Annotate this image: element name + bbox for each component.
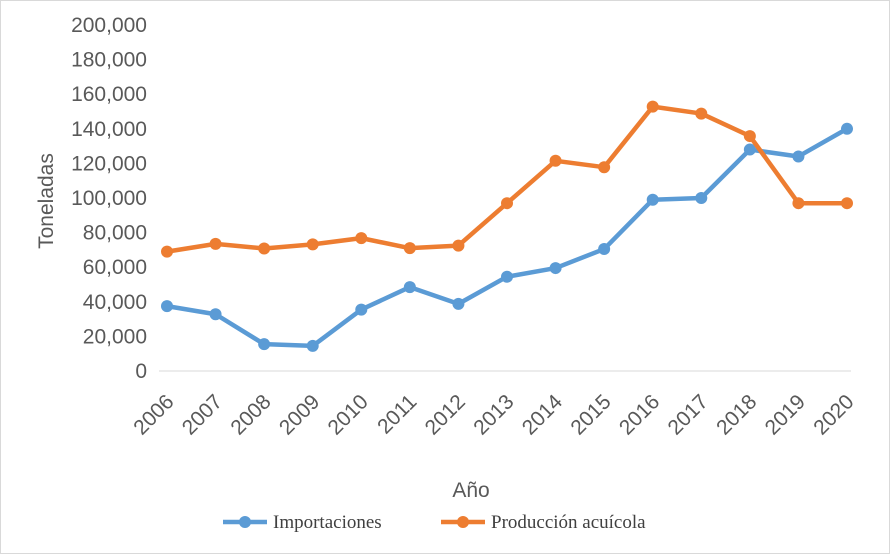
legend-item: Importaciones	[223, 512, 382, 533]
y-axis-ticks: 0 20,000 40,000 60,000 80,000 100,000 120,000 1…	[71, 14, 147, 383]
data-point	[258, 338, 271, 351]
x-tick-label: 2014	[518, 390, 568, 440]
y-tick-label: 0	[135, 360, 147, 383]
series-2	[161, 100, 853, 258]
data-point	[598, 243, 611, 256]
data-point	[598, 161, 611, 174]
x-tick-label: 2016	[615, 390, 664, 439]
data-point	[841, 122, 853, 135]
legend-label: Importaciones	[273, 512, 382, 533]
data-point	[792, 197, 805, 210]
y-tick-label: 180,000	[71, 49, 147, 72]
data-point	[549, 262, 562, 275]
x-tick-label: 2011	[373, 390, 421, 438]
data-point	[403, 242, 416, 255]
data-point	[646, 193, 659, 206]
data-point	[209, 237, 222, 250]
legend: Importaciones Producción acuícola	[223, 512, 646, 533]
series-layer	[161, 100, 853, 352]
x-tick-label: 2012	[421, 390, 470, 439]
x-tick-label: 2017	[664, 390, 713, 439]
y-axis-title: Toneladas	[35, 153, 58, 249]
series-line	[164, 104, 850, 254]
data-point	[646, 100, 659, 113]
x-tick-label: 2006	[129, 390, 178, 439]
x-tick-label: 2020	[809, 390, 858, 439]
x-tick-label: 2008	[226, 390, 275, 439]
x-axis-title: Año	[452, 479, 489, 502]
y-tick-label: 40,000	[83, 291, 147, 314]
x-tick-label: 2013	[469, 390, 518, 439]
data-point	[549, 154, 562, 167]
data-point	[792, 150, 805, 163]
data-point	[695, 107, 708, 120]
data-point	[452, 239, 465, 252]
data-point	[161, 300, 173, 313]
y-tick-label: 60,000	[83, 256, 147, 279]
data-point	[209, 308, 222, 321]
data-point	[258, 242, 271, 255]
data-point	[743, 143, 756, 156]
data-point	[695, 192, 708, 204]
series-1	[161, 122, 853, 352]
data-point	[501, 197, 513, 210]
x-tick-label: 2007	[178, 390, 227, 439]
y-tick-label: 140,000	[71, 118, 147, 141]
x-tick-label: 2010	[324, 390, 373, 439]
y-tick-label: 120,000	[71, 152, 147, 175]
data-point	[403, 281, 416, 294]
data-point	[743, 130, 756, 143]
legend-item: Producción acuícola	[441, 512, 646, 533]
data-point	[355, 232, 368, 245]
series-line	[164, 126, 850, 349]
data-point	[452, 297, 465, 310]
x-tick-label: 2009	[275, 390, 324, 439]
legend-marker	[239, 516, 251, 528]
data-point	[501, 270, 513, 283]
data-point	[306, 238, 319, 251]
x-axis-ticks: 2006 2007 2008 2009 2010 2011 2012 2013 2014 2015…	[129, 390, 858, 440]
x-tick-label: 2018	[712, 390, 761, 439]
legend-marker	[457, 516, 469, 528]
y-tick-label: 100,000	[71, 187, 147, 210]
x-tick-label: 2019	[761, 390, 810, 439]
y-tick-label: 200,000	[71, 14, 147, 37]
data-point	[161, 245, 173, 258]
data-point	[306, 339, 319, 352]
y-tick-label: 80,000	[83, 222, 147, 245]
data-point	[355, 303, 368, 316]
x-tick-label: 2015	[566, 390, 615, 439]
data-point	[841, 197, 853, 210]
y-tick-label: 160,000	[71, 83, 147, 106]
legend-label: Producción acuícola	[491, 512, 646, 533]
y-tick-label: 20,000	[83, 325, 147, 348]
